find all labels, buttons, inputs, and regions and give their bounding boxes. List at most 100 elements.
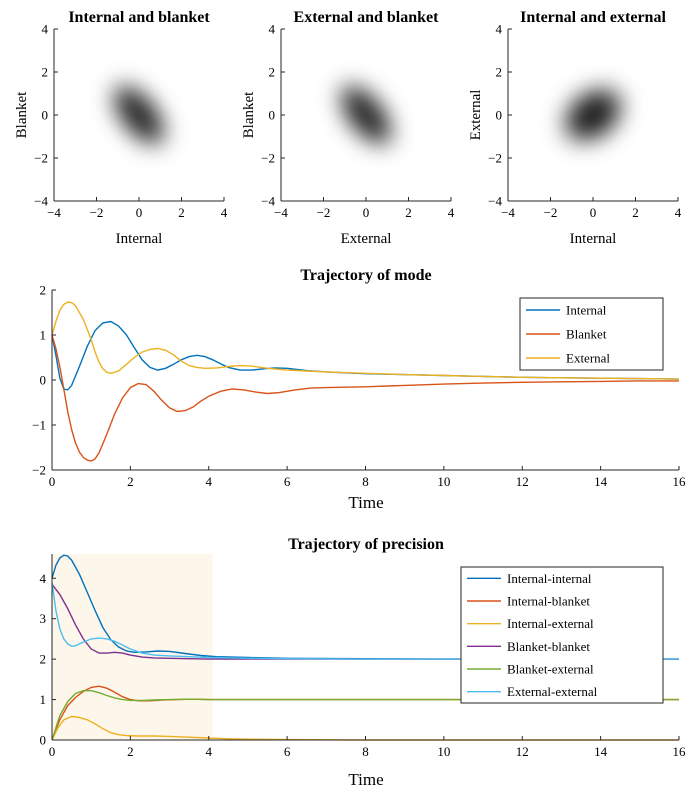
- x-tick-label: 12: [516, 744, 529, 759]
- legend-label: Internal: [566, 303, 607, 318]
- panel3-blob-inner: [570, 94, 616, 136]
- series-line-blanket: [51, 334, 679, 462]
- x-tick-label: −4: [274, 205, 288, 220]
- mode-chart: Trajectory of mode 0 2 4 6 8 10 12 14 16−2−1012 …: [32, 267, 686, 512]
- legend-label: External-external: [507, 684, 598, 699]
- panel-internal-blanket: Internal and blanket −4 −2 0 2 4 −4 −2 0 2 4 Inte…: [14, 9, 228, 247]
- legend-label: Internal-external: [507, 616, 594, 631]
- y-tick-label: 4: [40, 571, 47, 586]
- legend-label: Blanket-blanket: [507, 639, 590, 654]
- y-tick-label: 2: [42, 65, 49, 80]
- y-tick-label: 4: [42, 22, 49, 37]
- x-tick-label: 4: [221, 205, 228, 220]
- x-tick-label: −2: [544, 205, 558, 220]
- panel3-xlabel: Internal: [570, 231, 617, 247]
- panel-external-blanket: External and blanket −4 −2 0 2 4 −4 −2 0 2 4 Exte…: [241, 9, 455, 247]
- y-tick-label: 4: [496, 22, 503, 37]
- x-tick-label: 14: [594, 744, 608, 759]
- x-tick-label: 8: [362, 474, 369, 489]
- y-tick-label: −2: [488, 151, 502, 166]
- panel1-ylabel: Blanket: [14, 91, 30, 138]
- x-tick-label: 2: [405, 205, 412, 220]
- series-line-internal-external: [51, 715, 679, 741]
- series-line-external-external: [51, 582, 679, 660]
- panel1-density: [108, 80, 170, 150]
- panel3-title: Internal and external: [520, 9, 666, 26]
- panel1-axes: −4 −2 0 2 4 −4 −2 0 2 4: [34, 22, 228, 221]
- x-tick-label: 8: [362, 744, 369, 759]
- mode-series-group: [51, 301, 680, 462]
- legend-label: Internal-blanket: [507, 594, 590, 609]
- legend-label: Blanket: [566, 327, 607, 342]
- precision-xlabel: Time: [348, 770, 383, 789]
- y-tick-label: 0: [42, 108, 49, 123]
- y-tick-label: −1: [32, 418, 46, 433]
- x-tick-label: −2: [317, 205, 331, 220]
- x-tick-label: 0: [363, 205, 370, 220]
- x-tick-label: 4: [206, 474, 213, 489]
- mode-legend: Internal Blanket External: [519, 297, 664, 371]
- legend-box: [460, 566, 664, 704]
- y-tick-label: −4: [488, 194, 502, 209]
- panel2-density: [335, 80, 397, 150]
- panel3-ylabel: External: [468, 90, 484, 141]
- y-tick-label: 2: [269, 65, 276, 80]
- y-tick-label: 0: [269, 108, 276, 123]
- panel3-density: [559, 83, 627, 147]
- panel-internal-external: Internal and external −4 −2 0 2 4 −4 −2 0 2 4 Int…: [468, 9, 682, 247]
- x-tick-label: 0: [49, 474, 56, 489]
- y-tick-label: 3: [40, 611, 47, 626]
- precision-chart: Trajectory of precision 0 2 4 6 8 10 12 14 16012…: [40, 536, 687, 789]
- panel2-title: External and blanket: [294, 9, 440, 26]
- mode-xlabel: Time: [348, 493, 383, 512]
- x-tick-label: 10: [437, 474, 450, 489]
- legend-label: External: [566, 351, 610, 366]
- x-tick-label: 12: [516, 474, 529, 489]
- y-tick-label: −2: [261, 151, 275, 166]
- panel2-ylabel: Blanket: [241, 91, 257, 138]
- x-tick-label: 6: [284, 474, 291, 489]
- x-tick-label: 16: [673, 474, 687, 489]
- x-tick-label: 2: [127, 744, 134, 759]
- series-line-blanket-external: [51, 690, 679, 741]
- precision-shaded-region: [52, 554, 213, 740]
- x-tick-label: 0: [590, 205, 597, 220]
- y-tick-label: 2: [496, 65, 503, 80]
- panel1-xlabel: Internal: [116, 231, 163, 247]
- y-tick-label: 0: [40, 373, 47, 388]
- panel1-blob-inner: [118, 91, 160, 139]
- x-tick-label: 10: [437, 744, 450, 759]
- x-tick-label: 14: [594, 474, 608, 489]
- y-tick-label: −4: [261, 194, 275, 209]
- x-tick-label: −4: [47, 205, 61, 220]
- panel2-axes: −4 −2 0 2 4 −4 −2 0 2 4: [261, 22, 455, 221]
- x-tick-label: −4: [501, 205, 515, 220]
- y-tick-label: 0: [40, 733, 47, 748]
- x-tick-label: 4: [675, 205, 682, 220]
- mode-title: Trajectory of mode: [300, 267, 431, 284]
- precision-series-group: [51, 554, 679, 741]
- y-tick-label: 4: [269, 22, 276, 37]
- x-tick-label: 16: [673, 744, 687, 759]
- y-tick-label: 1: [40, 328, 47, 343]
- panel1-title: Internal and blanket: [68, 9, 210, 26]
- x-tick-label: 4: [206, 744, 213, 759]
- y-tick-label: 2: [40, 283, 47, 298]
- x-tick-label: 4: [448, 205, 455, 220]
- x-tick-label: 0: [49, 744, 56, 759]
- x-tick-label: 0: [136, 205, 143, 220]
- x-tick-label: 6: [284, 744, 291, 759]
- y-tick-label: 2: [40, 652, 47, 667]
- y-tick-label: −2: [34, 151, 48, 166]
- legend-label: Internal-internal: [507, 571, 592, 586]
- series-line-external: [51, 301, 680, 380]
- legend-label: Blanket-external: [507, 662, 594, 677]
- x-tick-label: 2: [127, 474, 134, 489]
- x-tick-label: −2: [90, 205, 104, 220]
- y-tick-label: −2: [32, 463, 46, 478]
- y-tick-label: 0: [496, 108, 503, 123]
- panel2-xlabel: External: [341, 231, 392, 247]
